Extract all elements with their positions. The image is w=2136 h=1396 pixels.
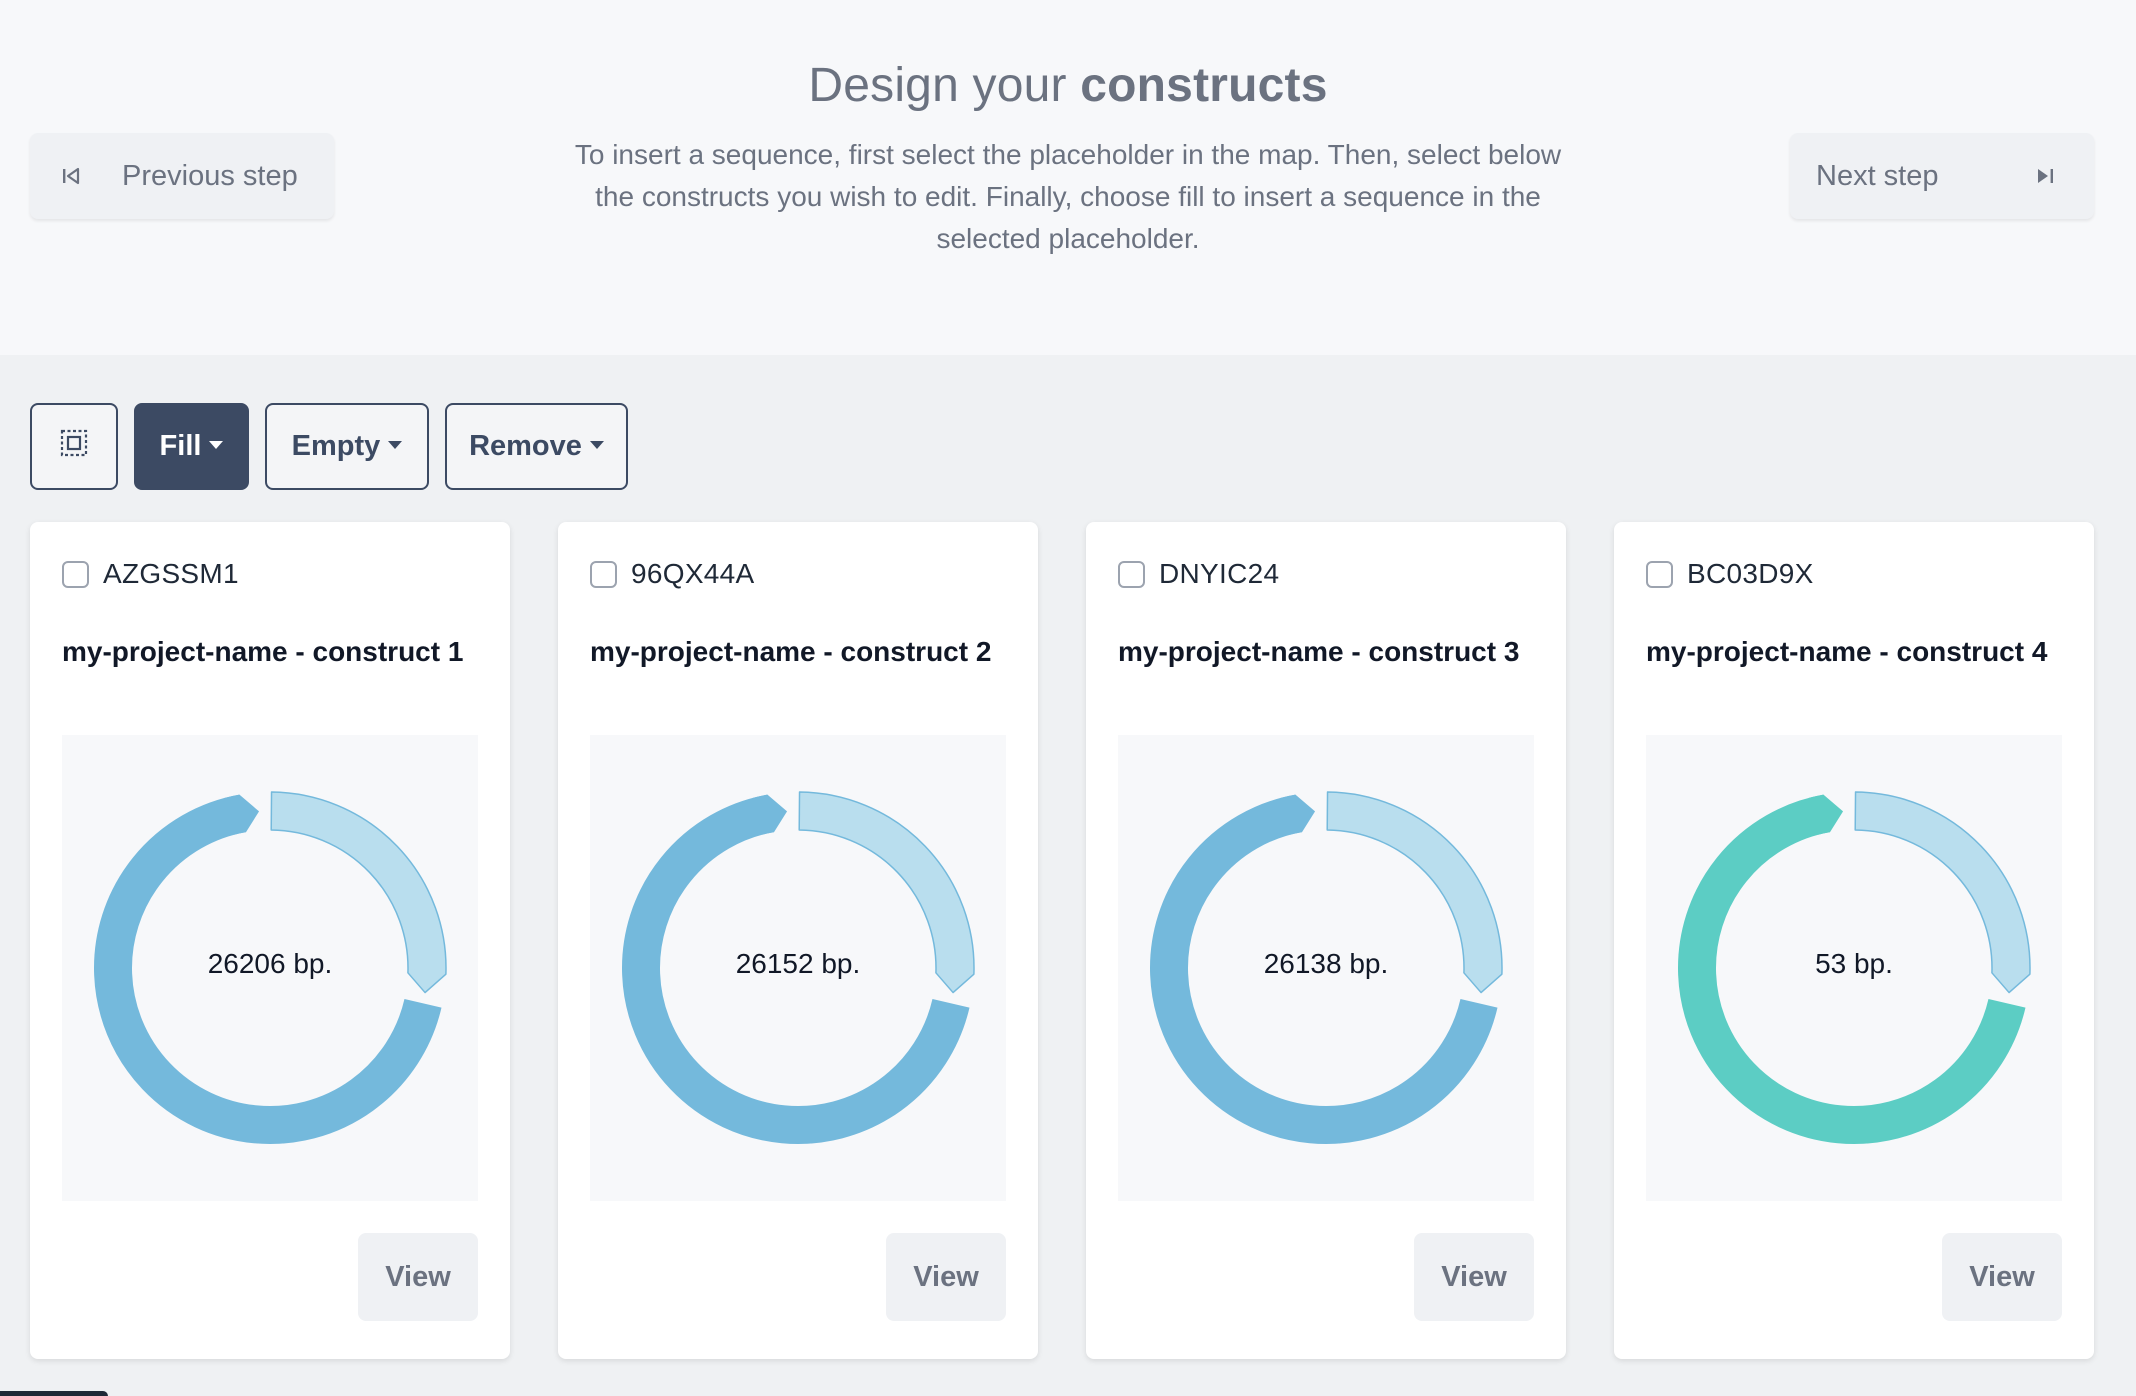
- construct-id: DNYIC24: [1159, 558, 1280, 589]
- sequence-length: 53 bp.: [1815, 948, 1893, 979]
- view-button[interactable]: View: [358, 1233, 478, 1321]
- backbone-arc: [1150, 794, 1498, 1144]
- plasmid-map[interactable]: 53 bp.: [1646, 735, 2062, 1201]
- next-step-button[interactable]: Next step: [1790, 133, 2094, 219]
- construct-checkbox[interactable]: [590, 560, 617, 588]
- backbone-arc: [1678, 794, 2026, 1144]
- page-title: Design your constructs: [0, 58, 2136, 113]
- plasmid-map-graphic: [1150, 791, 1503, 1144]
- card-header: BC03D9X: [1646, 558, 1814, 590]
- sequence-length: 26152 bp.: [735, 948, 861, 979]
- placeholder-feature[interactable]: [270, 791, 447, 994]
- previous-step-button[interactable]: Previous step: [30, 133, 334, 219]
- chevron-down-icon: [589, 440, 604, 449]
- sequence-length: 26206 bp.: [207, 948, 333, 979]
- placeholder-feature[interactable]: [1326, 791, 1503, 994]
- card-header: 96QX44A: [590, 558, 755, 590]
- skip-forward-icon: [2036, 167, 2054, 185]
- construct-card: AZGSSM1 my-project-name - construct 1 26…: [30, 522, 510, 1359]
- bulk-actions-toolbar: Fill Empty Remove: [30, 403, 628, 490]
- remove-label: Remove: [469, 430, 582, 462]
- backbone-arrow-tip: [1280, 794, 1316, 835]
- chevron-down-icon: [388, 440, 403, 449]
- construct-id: BC03D9X: [1687, 558, 1814, 589]
- view-button[interactable]: View: [886, 1233, 1006, 1321]
- empty-dropdown-button[interactable]: Empty: [265, 403, 429, 490]
- construct-name: my-project-name - construct 1: [62, 636, 464, 667]
- construct-cards: AZGSSM1 my-project-name - construct 1 26…: [30, 522, 2094, 1359]
- select-all-icon: [59, 428, 89, 466]
- plasmid-map[interactable]: 26138 bp.: [1118, 735, 1534, 1201]
- construct-checkbox[interactable]: [1646, 560, 1673, 588]
- previous-step-label: Previous step: [122, 159, 298, 192]
- bottom-edge-tab: [0, 1391, 108, 1396]
- construct-name: my-project-name - construct 3: [1118, 636, 1520, 667]
- plasmid-map-graphic: [94, 791, 447, 1144]
- fill-dropdown-button[interactable]: Fill: [134, 403, 249, 490]
- placeholder-feature[interactable]: [1854, 791, 2031, 994]
- construct-checkbox[interactable]: [1118, 560, 1145, 588]
- construct-name: my-project-name - construct 4: [1646, 636, 2048, 667]
- plasmid-map[interactable]: 26206 bp.: [62, 735, 478, 1201]
- select-all-button[interactable]: [30, 403, 118, 490]
- next-step-label: Next step: [1816, 159, 1939, 192]
- backbone-arc: [622, 794, 970, 1144]
- backbone-arrow-tip: [752, 794, 788, 835]
- plasmid-map[interactable]: 26152 bp.: [590, 735, 1006, 1201]
- sequence-length: 26138 bp.: [1263, 948, 1389, 979]
- placeholder-feature[interactable]: [798, 791, 975, 994]
- construct-card: BC03D9X my-project-name - construct 4 53…: [1614, 522, 2094, 1359]
- view-button[interactable]: View: [1414, 1233, 1534, 1321]
- remove-dropdown-button[interactable]: Remove: [445, 403, 628, 490]
- instructions-text: To insert a sequence, first select the p…: [574, 139, 1562, 254]
- plasmid-map-graphic: [622, 791, 975, 1144]
- construct-id: 96QX44A: [631, 558, 755, 589]
- empty-label: Empty: [291, 430, 381, 462]
- card-header: DNYIC24: [1118, 558, 1279, 590]
- title-prefix: Design your: [808, 59, 1067, 112]
- plasmid-map-graphic: [1678, 791, 2031, 1144]
- construct-name: my-project-name - construct 2: [590, 636, 992, 667]
- fill-label: Fill: [159, 430, 202, 462]
- title-bold: constructs: [1080, 59, 1328, 112]
- card-header: AZGSSM1: [62, 558, 239, 590]
- construct-checkbox[interactable]: [62, 560, 89, 588]
- construct-card: DNYIC24 my-project-name - construct 3 26…: [1086, 522, 1566, 1359]
- step-header: Design your constructs To insert a seque…: [0, 0, 2136, 355]
- construct-card: 96QX44A my-project-name - construct 2 26…: [558, 522, 1038, 1359]
- chevron-down-icon: [209, 440, 224, 449]
- backbone-arc: [94, 794, 442, 1144]
- construct-id: AZGSSM1: [103, 558, 239, 589]
- view-button[interactable]: View: [1942, 1233, 2062, 1321]
- skip-back-icon: [62, 167, 80, 185]
- backbone-arrow-tip: [224, 794, 260, 835]
- backbone-arrow-tip: [1808, 794, 1844, 835]
